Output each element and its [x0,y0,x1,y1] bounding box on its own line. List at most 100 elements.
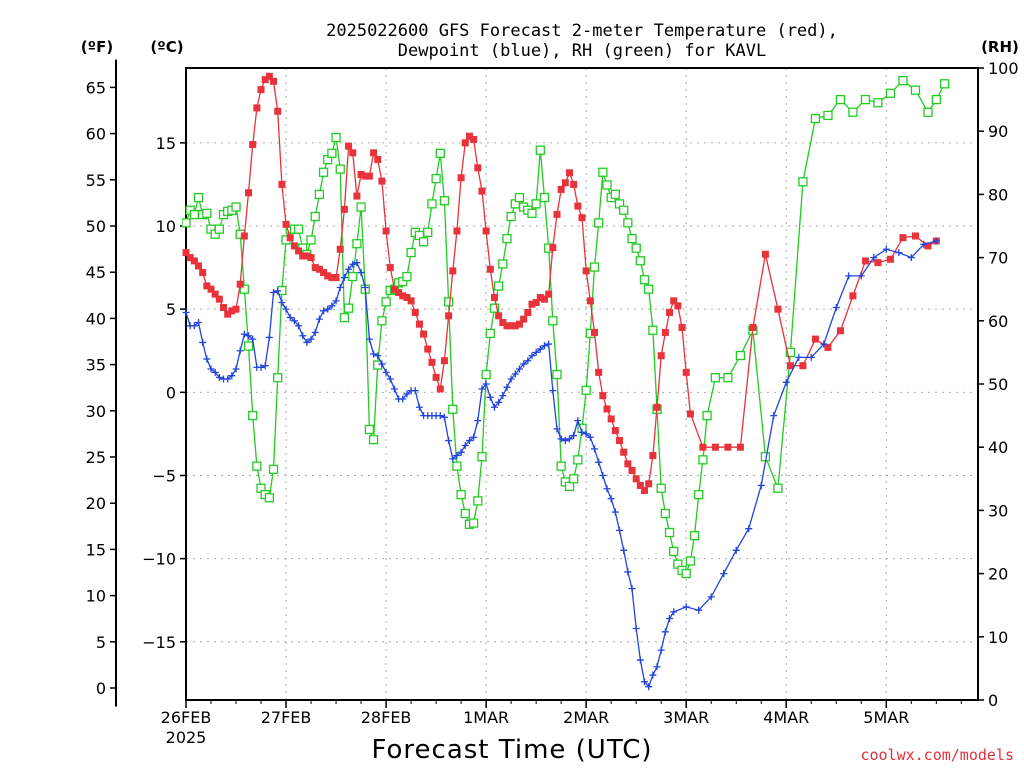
x-tick-label: 26FEB [161,708,212,727]
temperature-point [507,322,515,330]
rh-point [835,94,846,105]
rh-point [535,145,545,155]
temperature-point [786,362,794,370]
dewpoint-point [770,412,778,420]
dewpoint-point [378,360,386,368]
rh-point [685,556,696,566]
rh-point [514,192,525,203]
dewpoint-point [857,272,865,280]
dewpoint-point [832,303,840,311]
temperature-point [653,403,661,411]
celsius-tick-label: 0 [166,383,176,402]
rh-series [182,75,950,579]
rh-point [356,202,366,212]
temperature-point [270,77,278,85]
dewpoint-point [632,624,640,632]
temperature-point [736,443,744,451]
dewpoint-point [290,317,298,325]
rh-point [339,312,350,323]
dewpoint-point [511,370,519,378]
temperature-point [724,443,732,451]
rh-point [448,404,458,414]
temperature-point [445,312,453,320]
rh-point [243,341,254,351]
dewpoint-point [795,353,803,361]
dewpoint-point [895,249,903,257]
dewpoint-point [228,372,236,380]
temperature-point [240,232,248,240]
fahrenheit-tick-label: 15 [86,540,106,559]
celsius-tick-label: 15 [156,134,176,153]
temperature-point [515,320,523,328]
rh-point [627,233,637,244]
dewpoint-series [182,237,940,691]
dewpoint-point [374,352,382,360]
rh-tick-label: 90 [988,122,1008,141]
fahrenheit-tick-label: 50 [86,217,106,236]
dewpoint-point [553,425,561,433]
rh-point [506,211,516,222]
rh-point [898,75,908,86]
rh-tick-label: 70 [988,249,1008,268]
rh-point [431,173,441,184]
temperature-point [370,149,378,157]
temperature-point [611,427,619,435]
temperature-point [203,282,211,290]
temperature-point [357,170,365,178]
dewpoint-point [549,387,557,395]
temperature-point [228,307,236,315]
rh-point [785,347,796,358]
dewpoint-point [195,318,203,326]
rh-point [418,237,429,247]
rh-point [368,434,379,445]
dewpoint-point [274,287,282,295]
dewpoint-point [399,395,407,403]
fahrenheit-tick-label: 10 [86,587,106,606]
temperature-point [299,252,307,260]
rh-point [248,410,258,421]
temperature-point [624,460,632,468]
dewpoint-point [649,671,657,679]
rh-point [702,410,712,421]
temperature-point [303,252,311,260]
temperature-point [582,267,590,275]
rh-point [635,256,646,266]
dewpoint-point [278,299,286,307]
temperature-point [361,172,369,180]
dewpoint-point [403,390,411,398]
temperature-point [674,302,682,310]
rh-tick-label: 50 [988,375,1008,394]
temperature-point [278,180,286,188]
rh-point [452,461,462,471]
dewpoint-point [370,350,378,358]
temperature-point [645,480,653,488]
dewpoint-point [349,260,357,268]
rh-point [352,239,362,249]
temperature-point [620,448,628,456]
rh-point [594,218,604,228]
temperature-point [524,308,532,316]
dewpoint-point [182,308,190,316]
fahrenheit-tick-label: 0 [96,679,106,698]
temperature-point [911,232,919,240]
rh-point [569,474,579,484]
rh-point [314,189,325,200]
temperature-point [290,242,298,250]
temperature-series [182,72,940,494]
rh-point [923,107,933,117]
dewpoint-point [203,355,211,363]
dewpoint-point [207,365,215,373]
rh-point [631,243,641,253]
dewpoint-point [386,375,394,383]
dewpoint-point [732,546,740,554]
dewpoint-point [224,375,232,383]
rh-point [531,199,541,209]
dewpoint-point [565,435,573,443]
dewpoint-point [445,437,453,445]
x-tick-label: 5MAR [863,708,909,727]
dewpoint-point [465,437,473,445]
rh-point [598,167,608,177]
dewpoint-point [470,433,478,441]
rh-point [435,148,445,158]
temperature-point [424,345,432,353]
